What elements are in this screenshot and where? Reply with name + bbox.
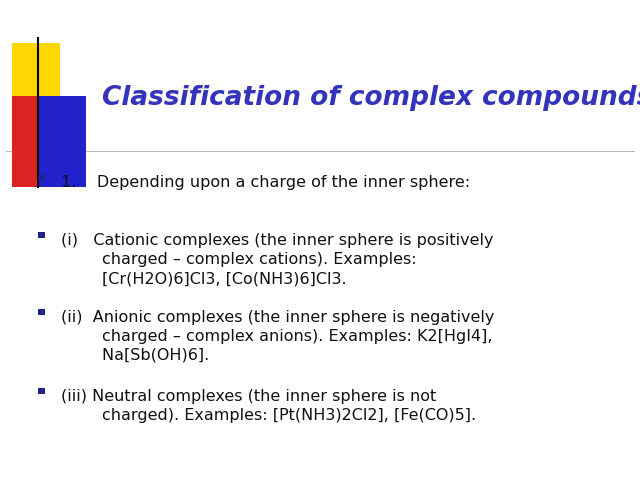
Bar (38, 388, 45, 394)
Text: (iii) Neutral complexes (the inner sphere is not
        charged). Examples: [Pt: (iii) Neutral complexes (the inner spher… (61, 389, 476, 423)
Bar (38, 309, 45, 315)
Text: (i)   Cationic complexes (the inner sphere is positively
        charged – compl: (i) Cationic complexes (the inner sphere… (61, 233, 493, 286)
Text: Classification of complex compounds: Classification of complex compounds (102, 85, 640, 111)
Text: (ii)  Anionic complexes (the inner sphere is negatively
        charged – comple: (ii) Anionic complexes (the inner sphere… (61, 310, 494, 363)
Bar (38, 96, 86, 187)
Bar (12, 43, 60, 134)
Bar (12, 96, 60, 187)
Text: 1.    Depending upon a charge of the inner sphere:: 1. Depending upon a charge of the inner … (61, 175, 470, 190)
Bar (38, 175, 45, 180)
Bar (38, 232, 45, 238)
